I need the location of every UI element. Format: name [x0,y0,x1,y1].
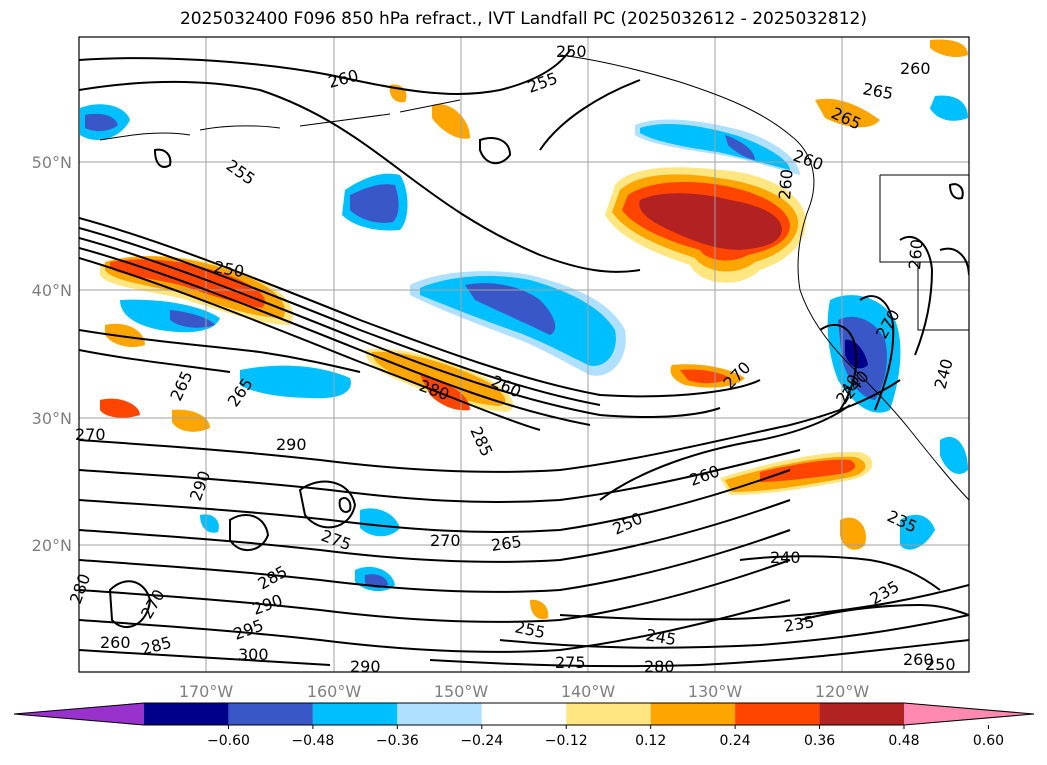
map-title: 2025032400 F096 850 hPa refract., IVT La… [179,9,867,29]
map-area [79,37,969,672]
contour-label: 270 [430,531,461,550]
lon-label-120w: 120°W [815,682,870,701]
contour-label: 250 [556,42,587,61]
colorbar-tick-label: 0.24 [720,733,751,749]
lat-label-50n: 50°N [32,153,72,172]
contour-label: 260 [905,238,927,270]
colorbar-segment [819,703,904,725]
contour-label: 270 [75,425,106,444]
colorbar-tick-label: −0.48 [291,733,334,749]
contour-label: 260 [100,633,131,652]
contour-label: 265 [490,532,523,555]
map-frame [78,36,970,673]
contour-label: 260 [903,650,934,669]
contour-label: 300 [238,645,269,664]
colorbar-tick-label: 0.48 [888,733,919,749]
colorbar-tick-label: 0.12 [635,733,666,749]
colorbar-segment [228,703,313,725]
contour-lines [79,49,969,668]
lat-label-40n: 40°N [32,281,72,300]
lon-label-130w: 130°W [688,682,743,701]
longitude-labels: 170°W 160°W 150°W 140°W 130°W 120°W [179,682,870,701]
colorbar-tick-label: −0.24 [460,733,503,749]
contour-label: 260 [900,59,931,78]
colorbar-segment [312,703,398,725]
lon-label-150w: 150°W [434,682,489,701]
contour-label: 290 [276,435,307,454]
colorbar-segment [144,703,229,725]
lat-label-30n: 30°N [32,409,72,428]
colorbar-segment [566,703,651,725]
contour-label: 240 [770,548,801,567]
colorbar-extend-high [904,703,1034,725]
contour-label: 280 [644,657,675,676]
coastlines [99,54,969,501]
colorbar-tick-label: 0.36 [804,733,835,749]
graticule [79,37,969,672]
colorbar-tick-label: 0.60 [973,733,1004,749]
colorbar-tick-label: −0.36 [376,733,419,749]
lat-label-20n: 20°N [32,536,72,555]
colorbar-tick-label: −0.60 [207,733,250,749]
colorbar-segment [481,703,567,725]
lon-label-140w: 140°W [561,682,616,701]
lon-label-160w: 160°W [307,682,362,701]
colorbar-outline [13,702,1035,726]
latitude-labels: 50°N 40°N 30°N 20°N [32,153,72,555]
colorbar-segment [650,703,736,725]
lon-label-170w: 170°W [179,682,234,701]
contour-label: 250 [925,655,956,674]
colorbar-tick-label: −0.12 [545,733,588,749]
colorbar-segment [735,703,820,725]
colorbar-extend-low [14,703,144,725]
colorbar-segment [397,703,482,725]
contour-label: 260 [775,168,797,200]
colorbar: −0.60 −0.48 −0.36 −0.24 −0.12 0.12 0.24 0.36 0.4… [13,702,1035,749]
contour-label: 275 [555,653,586,672]
contour-label: 290 [350,657,381,676]
